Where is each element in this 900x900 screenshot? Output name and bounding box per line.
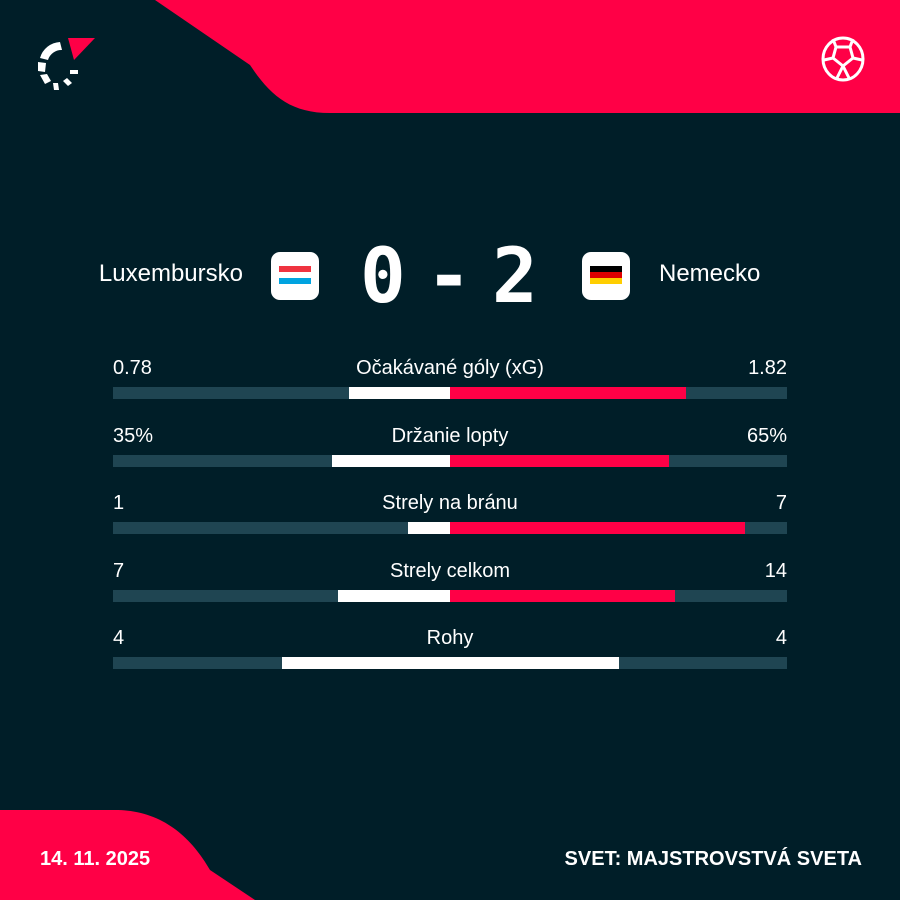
header-red-band [155,0,900,113]
home-value: 4 [113,627,125,649]
away-value: 7 [775,492,787,514]
stat-bar-track [113,657,787,669]
stat-label: Rohy [426,627,474,649]
home-value: 35% [113,425,154,447]
score-separator: - [426,231,472,320]
away-value: 1.82 [748,357,787,379]
home-value: 1 [113,492,125,514]
away-bar-fill [450,590,675,602]
home-score: 0 [360,231,406,320]
home-bar-fill [337,590,450,602]
flashscore-logo [38,38,95,90]
home-flag-luxembourg [271,252,319,300]
home-value: 0.78 [113,357,152,379]
away-value: 14 [764,560,787,582]
away-score: 2 [492,231,538,320]
stat-row: 35% Držanie lopty 65% [113,423,787,483]
stat-bar-track [113,590,787,602]
footer-red-band [0,810,255,900]
home-bar-fill [407,522,450,534]
stat-label: Strely celkom [389,560,511,582]
stat-label: Strely na bránu [382,492,518,514]
stat-bar-track [113,522,787,534]
away-bar-fill [450,387,686,399]
away-value: 4 [775,627,787,649]
home-bar-fill [281,657,450,669]
stat-row: 0.78 Očakávané góly (xG) 1.82 [113,355,787,415]
home-bar-fill [348,387,450,399]
home-bar-fill [332,455,450,467]
match-date: 14. 11. 2025 [40,848,151,870]
football-icon [821,36,865,82]
home-team-name: Luxembursko [98,260,243,287]
stat-label: Držanie lopty [391,425,509,447]
away-flag-germany [582,252,630,300]
stat-row: 7 Strely celkom 14 [113,558,787,618]
stat-label: Očakávané góly (xG) [356,357,544,379]
away-bar-fill [450,522,745,534]
stat-bar-track [113,387,787,399]
stat-row: 4 Rohy 4 [113,625,787,685]
home-value: 7 [113,560,125,582]
stat-row: 1 Strely na bránu 7 [113,490,787,550]
away-bar-fill [450,657,619,669]
away-team-name: Nemecko [659,260,761,287]
away-value: 65% [746,425,787,447]
away-bar-fill [450,455,670,467]
competition-name: SVET: MAJSTROVSTVÁ SVETA [564,848,862,870]
stat-bar-track [113,455,787,467]
